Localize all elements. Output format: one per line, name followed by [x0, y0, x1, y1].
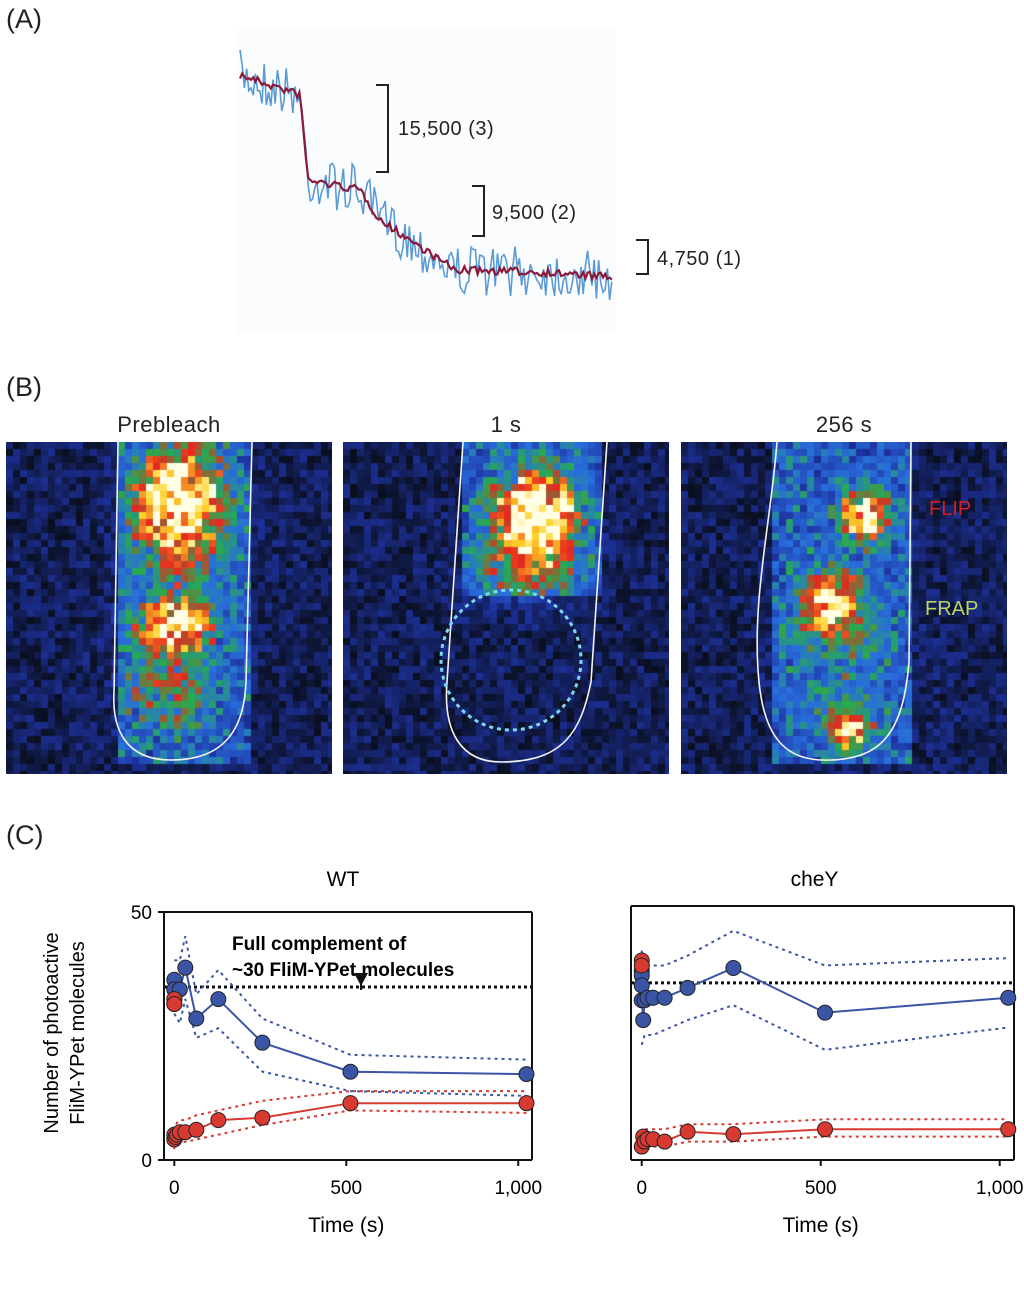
x-tick-label: 1,000: [494, 1178, 542, 1199]
trace-filtered-line: [238, 71, 613, 283]
cell-outline-256s: [756, 442, 912, 761]
series-frap: [166, 991, 535, 1150]
chart-title: WT: [327, 868, 360, 891]
fluorescence-image-1s: [343, 442, 669, 774]
fluorescence-image-256s: FLIP FRAP: [681, 442, 1007, 774]
data-point: [188, 1010, 205, 1027]
data-point: [679, 979, 696, 996]
data-point: [1000, 1121, 1017, 1138]
x-axis-label: Time (s): [308, 1214, 384, 1237]
x-tick-label: 0: [169, 1178, 180, 1199]
x-tick-label: 500: [805, 1178, 837, 1199]
data-point: [177, 959, 194, 976]
upper-bound-line: [173, 1090, 527, 1130]
flip-annotation: FLIP: [929, 498, 972, 520]
cell-outline-1s: [439, 442, 608, 763]
data-point: [342, 1063, 359, 1080]
bracket-1-label: 4,750 (1): [657, 248, 742, 270]
data-point: [518, 1095, 535, 1112]
y-tick-label: 50: [131, 903, 152, 924]
annotation-arrow-head: [354, 973, 368, 987]
x-axis-label: Time (s): [783, 1214, 859, 1237]
data-point: [254, 1034, 271, 1051]
data-point: [1000, 989, 1017, 1006]
y-axis-label: Number of photoactive: [41, 932, 63, 1133]
data-point: [518, 1066, 535, 1083]
bracket-1: [636, 239, 649, 275]
reference-annotation: ~30 FliM-YPet molecules: [232, 960, 454, 981]
data-point: [188, 1121, 205, 1138]
data-point: [725, 960, 742, 976]
x-tick-label: 0: [636, 1178, 647, 1199]
upper-bound-line: [640, 929, 1009, 976]
upper-bound-line: [640, 1118, 1009, 1135]
bleach-region-circle: [439, 588, 583, 732]
lower-bound-line: [640, 1135, 1009, 1153]
bracket-3: [376, 84, 389, 173]
lower-bound-line: [173, 998, 527, 1097]
image-title-256s: 256 s: [815, 412, 873, 437]
lower-bound-line: [173, 1109, 527, 1150]
chart-chey: cheY 0 500 1,000 Time (s): [630, 868, 1024, 1237]
cell-outline-prebleach: [113, 442, 253, 761]
y-tick-label: 0: [141, 1151, 152, 1172]
data-point: [725, 1126, 742, 1143]
data-point: [679, 1123, 696, 1140]
molecule-count-charts: WT 0 500 1,000 Time (s) 0 50 Number of photoact…: [41, 868, 1024, 1237]
data-point: [633, 957, 650, 974]
series-frap: [633, 952, 1017, 1155]
y-axis-label: FliM-YPet molecules: [67, 941, 89, 1124]
bracket-3-label: 15,500 (3): [398, 118, 495, 140]
data-point: [817, 1004, 834, 1021]
chart-title: cheY: [791, 868, 839, 891]
fluorescence-image-prebleach: [6, 442, 332, 774]
panel-a-label: (A): [6, 4, 42, 34]
upper-bound-line: [174, 935, 527, 1061]
frap-annotation: FRAP: [925, 598, 979, 620]
panel-b-label: (B): [6, 372, 42, 402]
image-title-prebleach: Prebleach: [117, 412, 221, 437]
data-point: [210, 1112, 227, 1129]
data-point: [254, 1109, 271, 1126]
data-point: [342, 1095, 359, 1112]
bracket-2: [472, 185, 485, 237]
data-point: [210, 991, 227, 1008]
data-point: [656, 989, 673, 1006]
panel-c-label: (C): [6, 820, 44, 850]
trace-filtered-series: [238, 71, 613, 283]
data-point: [817, 1121, 834, 1138]
x-tick-label: 500: [330, 1178, 362, 1199]
reference-annotation: Full complement of: [232, 934, 407, 955]
bracket-2-label: 9,500 (2): [492, 202, 577, 224]
chart-wt: WT 0 500 1,000 Time (s) 0 50 Number of photoact…: [41, 868, 542, 1237]
series-flip: [633, 929, 1017, 1051]
lower-bound-line: [640, 1004, 1009, 1051]
x-tick-label: 1,000: [976, 1178, 1024, 1199]
photobleaching-trace: [236, 28, 616, 334]
data-point: [635, 1012, 652, 1029]
image-title-1s: 1 s: [490, 412, 522, 437]
data-point: [656, 1133, 673, 1150]
data-point: [166, 995, 183, 1012]
